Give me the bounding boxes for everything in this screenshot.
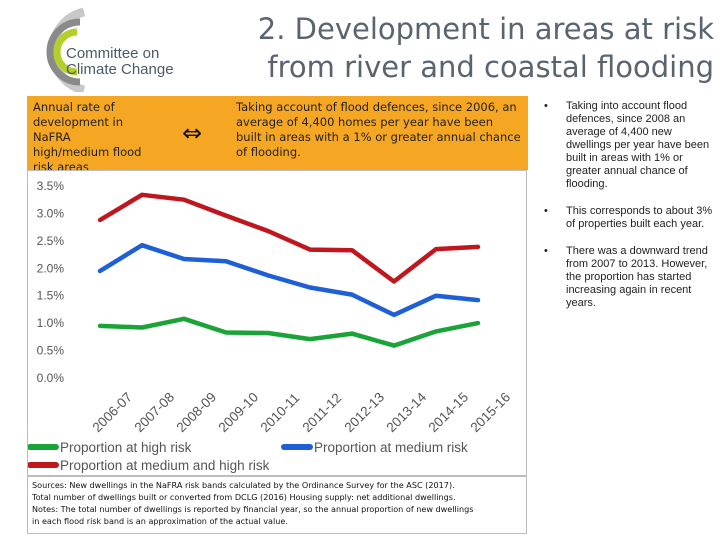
y-tick-label: 0.0%	[37, 371, 65, 385]
series-line	[97, 316, 481, 348]
double-arrow-icon: ⇔	[154, 96, 230, 170]
series-line	[97, 192, 481, 284]
x-tick-label: 2010-11	[258, 390, 303, 435]
x-tick-label: 2011-12	[300, 390, 345, 435]
y-tick-label: 2.5%	[37, 234, 65, 248]
sources-note: Sources: New dwellings in the NaFRA risk…	[27, 476, 527, 534]
legend-label: Proportion at medium and high risk	[60, 458, 270, 473]
bullet-icon: •	[544, 100, 548, 112]
title-line-1: 2. Development in areas at risk	[257, 12, 714, 46]
bullet-icon: •	[544, 245, 548, 257]
bullet-icon: •	[544, 205, 548, 217]
sources-line-3: Notes: The total number of dwellings is …	[32, 504, 474, 514]
chart-label-text: Annual rate of development in NaFRA high…	[33, 100, 142, 174]
logo-line-1: Committee on	[66, 45, 160, 62]
summary-panel: Taking account of flood defences, since …	[230, 96, 528, 170]
x-tick-label: 2015-16	[468, 389, 514, 435]
sources-line-1: Sources: New dwellings in the NaFRA risk…	[32, 480, 455, 490]
x-tick-label: 2006-07	[90, 389, 136, 435]
line-chart: 0.0% 0.5% 1.0% 1.5% 2.0% 2.5% 3.0% 3.5% 2006-07 2…	[27, 170, 527, 476]
chart-canvas: 0.0%0.5%1.0%1.5%2.0%2.5%3.0%3.5%2006-072…	[27, 179, 514, 473]
x-tick-label: 2009-10	[216, 389, 262, 435]
y-tick-label: 1.0%	[37, 316, 65, 330]
sources-line-4: in each flood risk band is an approximat…	[32, 516, 288, 526]
logo-wordmark: Committee on Climate Change	[66, 46, 174, 78]
x-tick-label: 2014-15	[426, 389, 472, 435]
page-title: 2. Development in areas at risk from riv…	[214, 10, 714, 86]
summary-text: Taking account of flood defences, since …	[236, 100, 521, 159]
bullet-text: There was a downward trend from 2007 to …	[566, 245, 708, 309]
y-tick-label: 1.5%	[37, 289, 65, 303]
bullet-text: Taking into account flood defences, sinc…	[566, 100, 710, 190]
ccc-logo	[22, 6, 212, 95]
sources-line-2: Total number of dwellings built or conve…	[32, 492, 456, 502]
list-item: • Taking into account flood defences, sin…	[544, 100, 714, 191]
list-item: • This corresponds to about 3% of propert…	[544, 205, 714, 231]
y-tick-label: 2.0%	[37, 261, 65, 275]
bullet-text: This corresponds to about 3% of properti…	[566, 205, 713, 230]
x-tick-label: 2013-14	[384, 389, 430, 435]
legend-label: Proportion at medium risk	[314, 440, 468, 455]
logo-line-2: Climate Change	[66, 61, 174, 78]
x-tick-label: 2007-08	[132, 389, 178, 435]
x-tick-label: 2008-09	[174, 389, 220, 435]
series-line	[97, 242, 481, 318]
chart-label-panel: Annual rate of development in NaFRA high…	[27, 96, 154, 174]
y-tick-label: 3.5%	[37, 179, 65, 193]
list-item: • There was a downward trend from 2007 to…	[544, 245, 714, 310]
x-tick-label: 2012-13	[342, 389, 388, 435]
title-line-2: from river and coastal flooding	[267, 50, 714, 84]
y-tick-label: 0.5%	[37, 344, 65, 358]
key-points-list: • Taking into account flood defences, sin…	[544, 100, 714, 324]
legend-label: Proportion at high risk	[60, 440, 192, 455]
y-tick-label: 3.0%	[37, 206, 65, 220]
logo-rings-icon	[46, 7, 86, 95]
